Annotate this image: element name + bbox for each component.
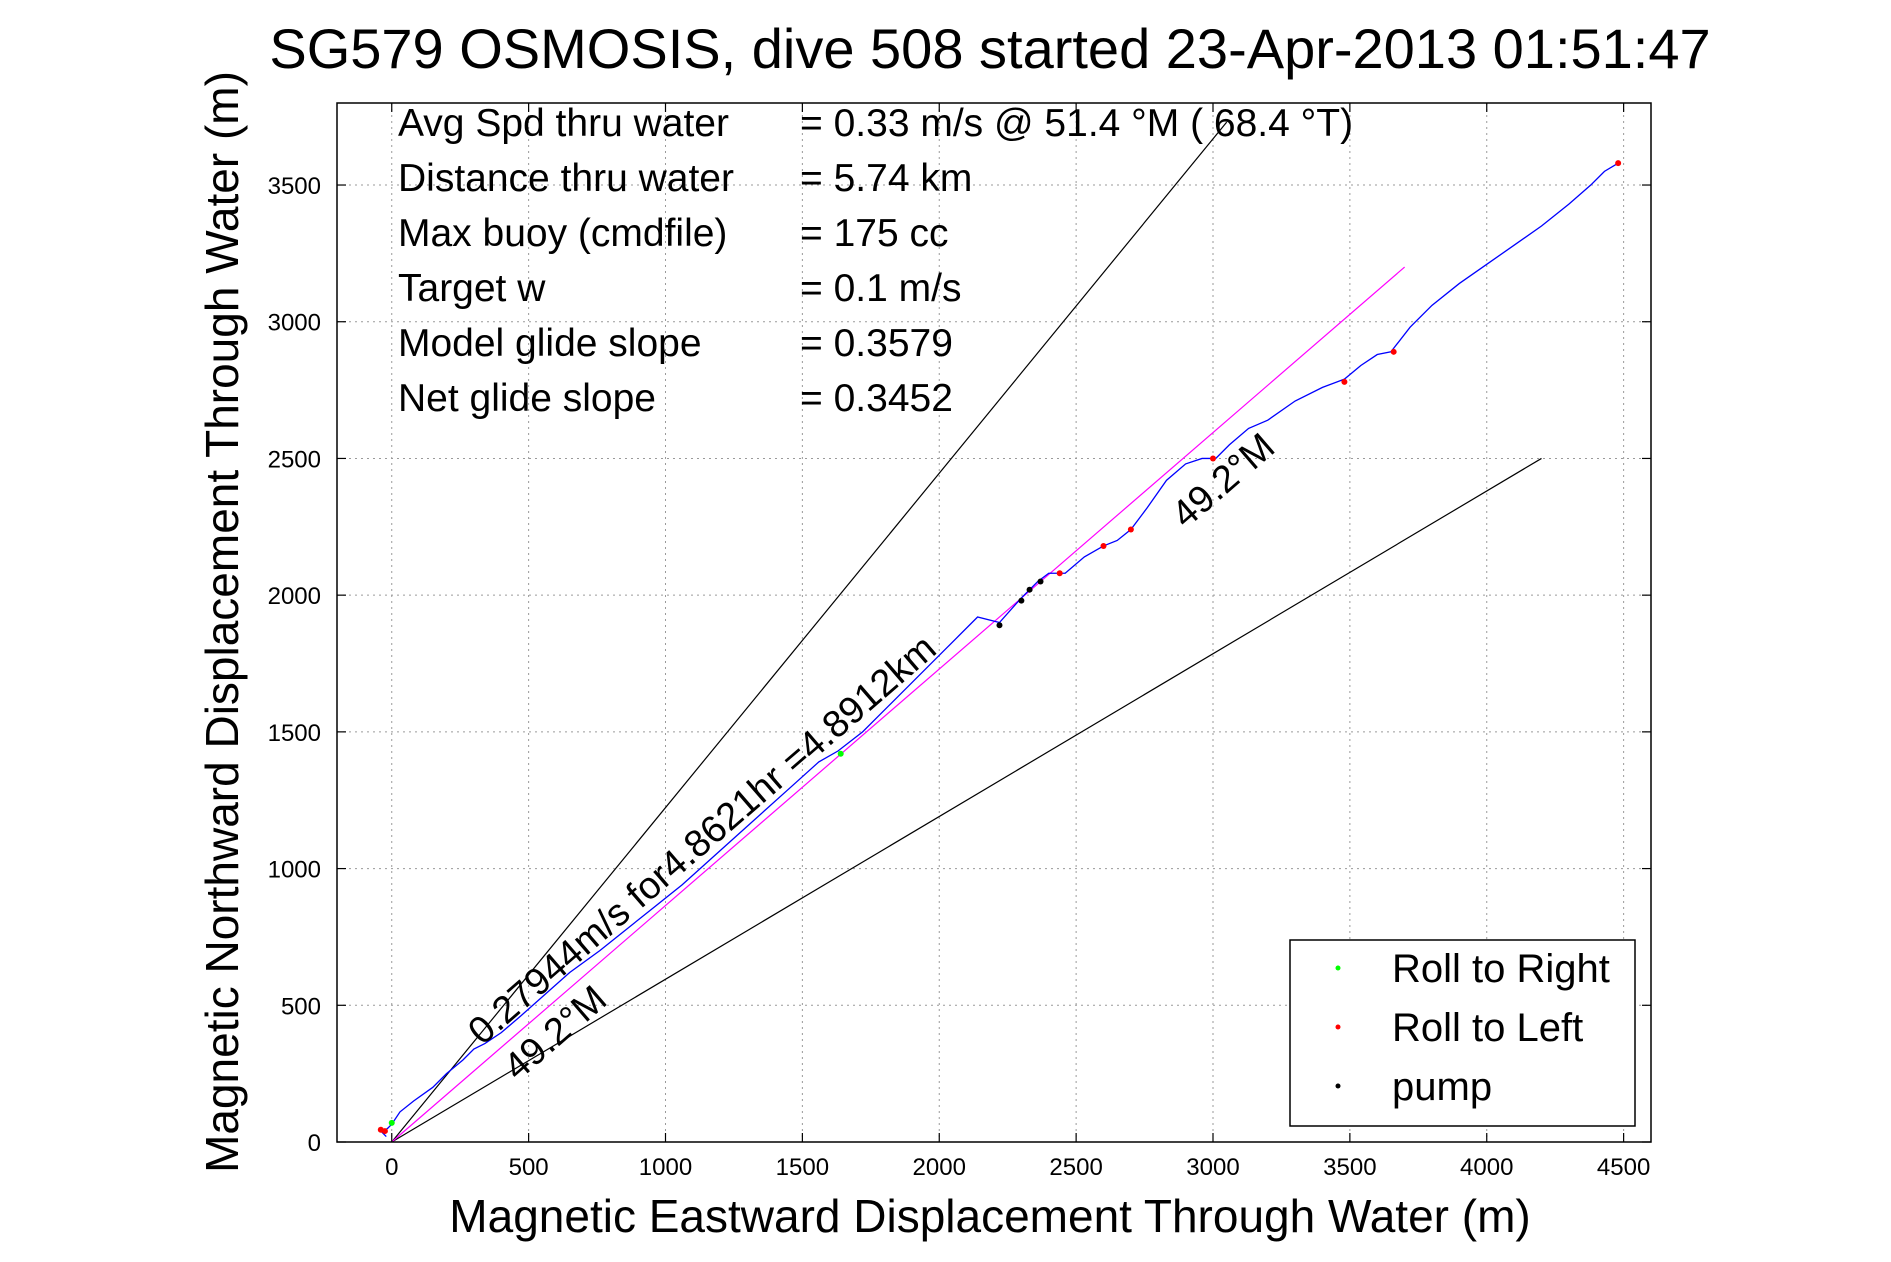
- legend-label: Roll to Left: [1392, 1006, 1583, 1050]
- y-axis-label: Magnetic Northward Displacement Through …: [196, 71, 248, 1173]
- x-axis-label: Magnetic Eastward Displacement Through W…: [449, 1190, 1530, 1242]
- info-value: = 0.33 m/s @ 51.4 °M ( 68.4 °T): [800, 102, 1353, 145]
- axis-ticks: 0 500 1000 1500 2000 2500 3000 3500 4000 4500 0 500…: [268, 103, 1651, 1181]
- roll-left-point: [1100, 542, 1107, 549]
- y-tick-label: 2500: [268, 446, 321, 473]
- info-label: Max buoy (cmdfile): [398, 212, 727, 255]
- x-tick-label: 3000: [1186, 1154, 1239, 1181]
- y-tick-label: 1000: [268, 857, 321, 884]
- x-tick-label: 2000: [913, 1154, 966, 1181]
- info-value: = 0.3452: [800, 377, 953, 420]
- info-value: = 0.3579: [800, 322, 953, 365]
- roll-right-point: [388, 1119, 395, 1126]
- pump-point: [996, 622, 1003, 629]
- pump-point: [1037, 578, 1044, 585]
- roll-right-point: [837, 750, 844, 757]
- x-tick-label: 1000: [639, 1154, 692, 1181]
- roll-left-point: [1615, 160, 1622, 167]
- roll-left-point: [381, 1128, 388, 1135]
- info-label: Model glide slope: [398, 322, 702, 365]
- legend-marker: [1335, 1024, 1341, 1030]
- info-label: Net glide slope: [398, 377, 656, 420]
- y-tick-label: 500: [281, 993, 321, 1020]
- roll-left-point: [1056, 570, 1063, 577]
- x-tick-label: 1500: [776, 1154, 829, 1181]
- plot-lines: [381, 121, 1619, 1143]
- reference-line-model-track: [391, 266, 1406, 1143]
- pump-point: [1018, 597, 1025, 604]
- y-tick-label: 1500: [268, 720, 321, 747]
- plot-frame: [336, 102, 1652, 1143]
- y-tick-label: 3500: [268, 173, 321, 200]
- legend-label: Roll to Right: [1392, 947, 1610, 991]
- roll-left-point: [1390, 348, 1397, 355]
- x-tick-label: 500: [509, 1154, 549, 1181]
- x-tick-label: 4500: [1597, 1154, 1650, 1181]
- reference-line-heading-upper: [391, 121, 1228, 1143]
- y-tick-label: 2000: [268, 583, 321, 610]
- info-value: = 175 cc: [800, 212, 949, 255]
- info-block: Avg Spd thru water = 0.33 m/s @ 51.4 °M (…: [398, 102, 1353, 420]
- legend-marker: [1335, 965, 1341, 971]
- pump-point: [1026, 586, 1033, 593]
- plot-points: [377, 160, 1622, 1135]
- info-label: Distance thru water: [398, 157, 734, 200]
- info-value: = 5.74 km: [800, 157, 972, 200]
- roll-left-point: [1127, 526, 1134, 533]
- x-tick-label: 3500: [1323, 1154, 1376, 1181]
- x-tick-label: 0: [385, 1154, 398, 1181]
- y-tick-label: 3000: [268, 310, 321, 337]
- legend-label: pump: [1392, 1065, 1492, 1109]
- reference-line-heading-lower: [391, 457, 1542, 1143]
- legend: Roll to Right Roll to Left pump: [1289, 939, 1636, 1127]
- x-tick-label: 4000: [1460, 1154, 1513, 1181]
- x-tick-label: 2500: [1049, 1154, 1102, 1181]
- roll-left-point: [1210, 455, 1216, 462]
- roll-left-point: [1341, 378, 1348, 385]
- chart-title: SG579 OSMOSIS, dive 508 started 23-Apr-2…: [269, 17, 1710, 80]
- info-label: Avg Spd thru water: [398, 102, 729, 145]
- legend-marker: [1335, 1083, 1341, 1089]
- legend-box: [1289, 939, 1636, 1127]
- info-label: Target w: [398, 267, 546, 310]
- track-line: [381, 162, 1619, 1137]
- info-value: = 0.1 m/s: [800, 267, 961, 310]
- y-tick-label: 0: [308, 1130, 321, 1157]
